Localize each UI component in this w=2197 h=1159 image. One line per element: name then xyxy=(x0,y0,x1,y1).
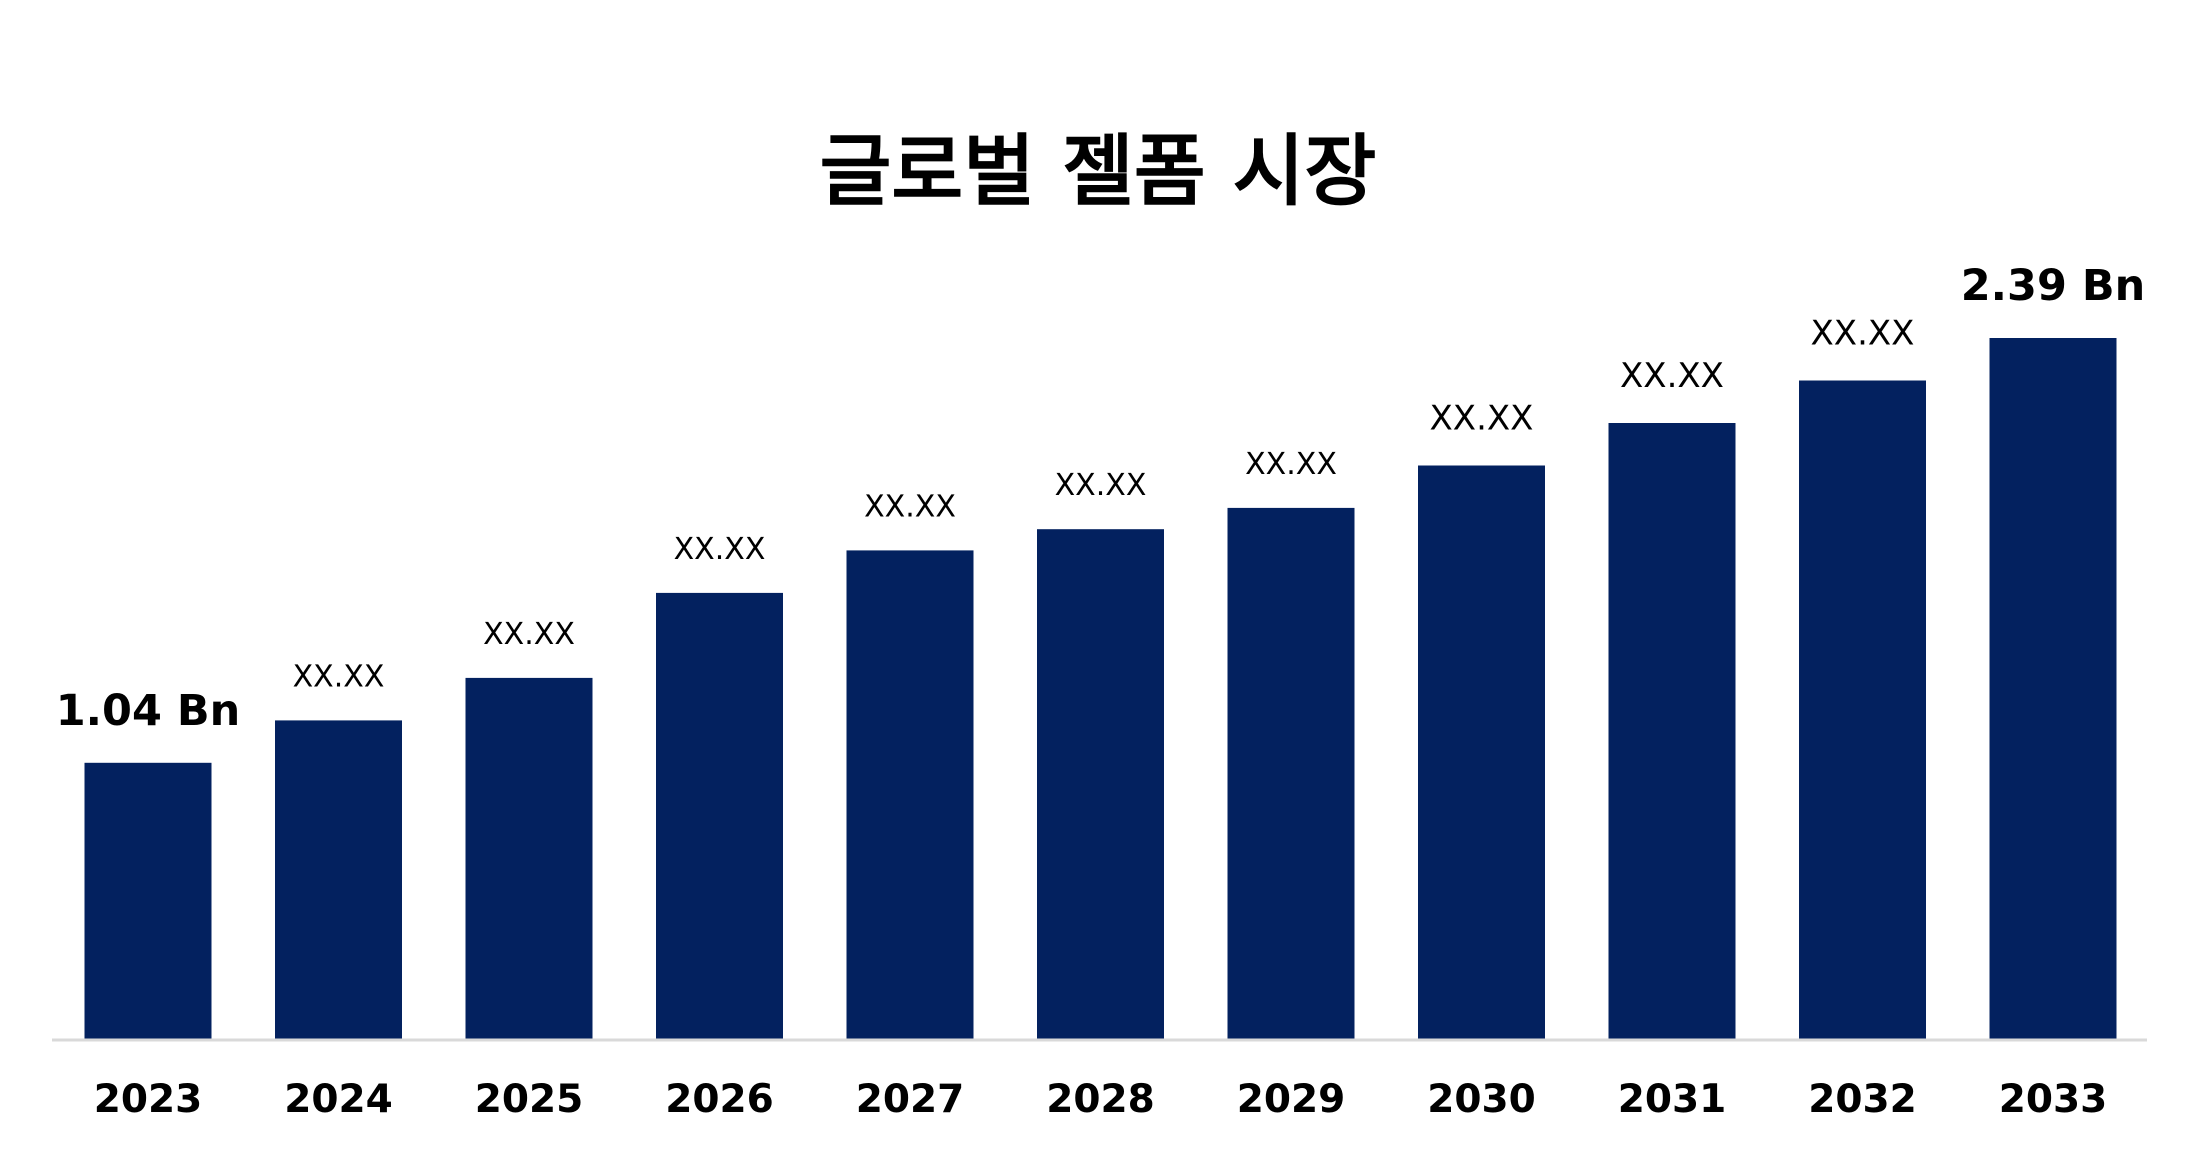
bar-2028 xyxy=(1037,529,1164,1039)
bar-2030 xyxy=(1418,465,1545,1039)
chart-title: 글로벌 젤폼 시장 xyxy=(820,127,1377,217)
data-label-2029: XX.XX xyxy=(1245,447,1337,482)
data-label-2030: XX.XX xyxy=(1430,399,1534,439)
bar-2023 xyxy=(84,762,212,1039)
data-label-2031: XX.XX xyxy=(1620,356,1724,396)
bar-2031 xyxy=(1608,423,1736,1039)
data-label-2026: XX.XX xyxy=(674,532,766,567)
data-labels-layer: 1.04 Bn XX.XX XX.XX XX.XX XX.XX XX.XX XX.XX XX.… xyxy=(56,261,2145,736)
x-tick-2024: 2024 xyxy=(284,1077,393,1122)
x-tick-2028: 2028 xyxy=(1046,1077,1155,1122)
bar-2024 xyxy=(275,720,402,1039)
bars-layer xyxy=(84,338,2117,1039)
x-tick-2030: 2030 xyxy=(1427,1077,1536,1122)
x-tick-2023: 2023 xyxy=(94,1077,203,1122)
x-tick-2031: 2031 xyxy=(1618,1077,1727,1122)
data-label-2027: XX.XX xyxy=(864,489,956,524)
data-label-2023: 1.04 Bn xyxy=(56,686,240,736)
data-label-2028: XX.XX xyxy=(1055,468,1147,503)
x-tick-2027: 2027 xyxy=(856,1077,965,1122)
x-tick-2033: 2033 xyxy=(1999,1077,2108,1122)
x-tick-2029: 2029 xyxy=(1237,1077,1346,1122)
bar-2027 xyxy=(846,550,974,1039)
x-tick-labels: 2023 2024 2025 2026 2027 2028 2029 2030 2031 2032… xyxy=(94,1077,2108,1122)
data-label-2033: 2.39 Bn xyxy=(1961,261,2145,311)
bar-2029 xyxy=(1227,507,1355,1039)
x-tick-2025: 2025 xyxy=(475,1077,584,1122)
x-tick-2026: 2026 xyxy=(665,1077,774,1122)
data-label-2024: XX.XX xyxy=(293,659,385,694)
data-label-2025: XX.XX xyxy=(483,617,575,652)
bar-2026 xyxy=(656,592,783,1039)
x-tick-2032: 2032 xyxy=(1808,1077,1917,1122)
bar-2025 xyxy=(465,677,593,1039)
data-label-2032: XX.XX xyxy=(1811,314,1915,354)
bar-2032 xyxy=(1799,380,1926,1039)
bar-2033 xyxy=(1989,338,2117,1039)
